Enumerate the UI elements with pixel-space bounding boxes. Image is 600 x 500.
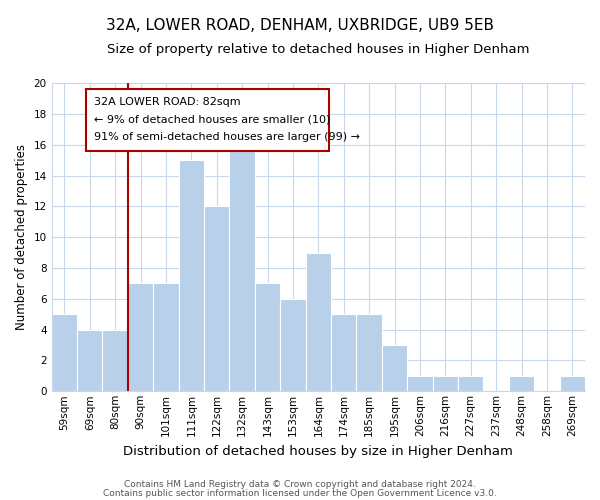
Bar bbox=[382, 345, 407, 392]
Text: 91% of semi-detached houses are larger (99) →: 91% of semi-detached houses are larger (… bbox=[94, 132, 361, 142]
Bar bbox=[128, 284, 153, 392]
Bar bbox=[509, 376, 534, 392]
Bar bbox=[153, 284, 179, 392]
Bar bbox=[179, 160, 204, 392]
FancyBboxPatch shape bbox=[86, 89, 329, 151]
Bar bbox=[458, 376, 484, 392]
Bar bbox=[407, 376, 433, 392]
Bar bbox=[229, 144, 255, 392]
Title: Size of property relative to detached houses in Higher Denham: Size of property relative to detached ho… bbox=[107, 42, 530, 56]
Bar bbox=[331, 314, 356, 392]
X-axis label: Distribution of detached houses by size in Higher Denham: Distribution of detached houses by size … bbox=[124, 444, 513, 458]
Text: 32A, LOWER ROAD, DENHAM, UXBRIDGE, UB9 5EB: 32A, LOWER ROAD, DENHAM, UXBRIDGE, UB9 5… bbox=[106, 18, 494, 32]
Bar bbox=[52, 314, 77, 392]
Bar bbox=[305, 252, 331, 392]
Bar bbox=[560, 376, 585, 392]
Bar bbox=[356, 314, 382, 392]
Bar bbox=[280, 299, 305, 392]
Bar bbox=[255, 284, 280, 392]
Text: ← 9% of detached houses are smaller (10): ← 9% of detached houses are smaller (10) bbox=[94, 114, 331, 124]
Text: 32A LOWER ROAD: 82sqm: 32A LOWER ROAD: 82sqm bbox=[94, 97, 241, 107]
Y-axis label: Number of detached properties: Number of detached properties bbox=[15, 144, 28, 330]
Bar bbox=[103, 330, 128, 392]
Bar bbox=[77, 330, 103, 392]
Text: Contains public sector information licensed under the Open Government Licence v3: Contains public sector information licen… bbox=[103, 488, 497, 498]
Bar bbox=[204, 206, 229, 392]
Text: Contains HM Land Registry data © Crown copyright and database right 2024.: Contains HM Land Registry data © Crown c… bbox=[124, 480, 476, 489]
Bar bbox=[433, 376, 458, 392]
